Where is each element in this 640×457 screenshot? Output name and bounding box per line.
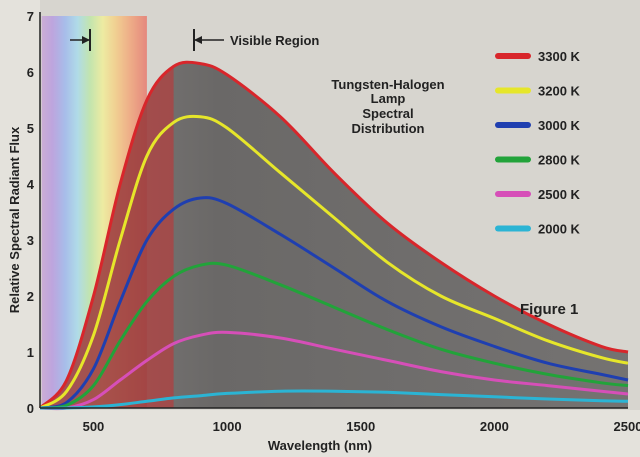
visible-region-label: Visible Region [230,33,319,48]
series-line-3300k [38,60,629,410]
legend-label-3300k: 3300 K [538,49,581,64]
series-line-2500k [39,330,629,411]
visible-region-annotation: Visible Region [70,29,319,51]
y-tick-label-3: 3 [27,233,34,248]
y-tick-label-5: 5 [27,121,34,136]
y-tick-label-4: 4 [27,177,35,192]
y-tick-label-7: 7 [27,9,34,24]
series-line-3000k [39,196,629,410]
chart-title: Tungsten-Halogen Lamp Spectral Distribut… [331,77,444,136]
legend-label-3200k: 3200 K [538,84,581,99]
x-tick-label-1000: 1000 [213,419,242,434]
title-line-1: Tungsten-Halogen [331,77,444,92]
x-tick-label-2500: 2500 [614,419,640,434]
legend-label-2000k: 2000 K [538,222,581,237]
left-arrow-icon [82,36,90,44]
x-tick-label-500: 500 [83,419,105,434]
y-axis-label: Relative Spectral Radiant Flux [7,126,22,313]
y-tick-label-0: 0 [27,401,34,416]
legend-label-2800k: 2800 K [538,153,581,168]
series-layer [38,60,629,411]
legend: 3300 K 3200 K 3000 K 2800 K 2500 K 2000 K [495,49,581,237]
axes-layer: 0 1 2 3 4 5 6 7 500 1000 1500 2000 2500 [27,9,640,434]
legend-label-2500k: 2500 K [538,187,581,202]
title-line-2: Lamp [371,91,406,106]
y-tick-label-6: 6 [27,65,34,80]
y-tick-label-2: 2 [27,289,34,304]
visible-red-fill-area [40,66,174,409]
series-line-3200k [39,114,629,410]
x-tick-label-1500: 1500 [346,419,375,434]
spectrum-fill-area [40,62,628,409]
x-tick-label-2000: 2000 [480,419,509,434]
series-line-2000k [39,389,629,410]
title-line-3: Spectral [362,106,413,121]
series-line-2800k [39,261,629,410]
title-line-4: Distribution [352,121,425,136]
right-arrow-icon [194,36,202,44]
figure-label: Figure 1 [520,301,578,318]
y-tick-label-1: 1 [27,345,34,360]
x-axis-label: Wavelength (nm) [268,438,372,453]
legend-label-3000k: 3000 K [538,118,581,133]
